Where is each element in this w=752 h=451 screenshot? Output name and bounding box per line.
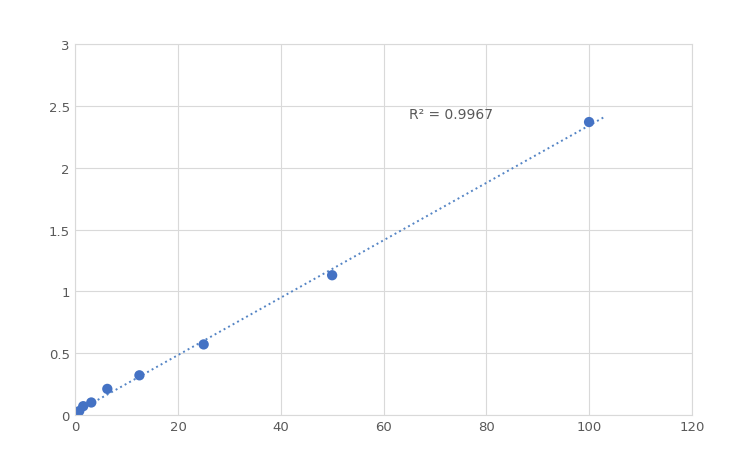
Point — [198, 341, 210, 348]
Point — [583, 119, 595, 126]
Point — [102, 386, 114, 393]
Text: R² = 0.9967: R² = 0.9967 — [409, 107, 493, 121]
Point — [69, 411, 81, 419]
Point — [77, 403, 89, 410]
Point — [326, 272, 338, 279]
Point — [133, 372, 145, 379]
Point — [85, 399, 97, 406]
Point — [73, 408, 85, 415]
